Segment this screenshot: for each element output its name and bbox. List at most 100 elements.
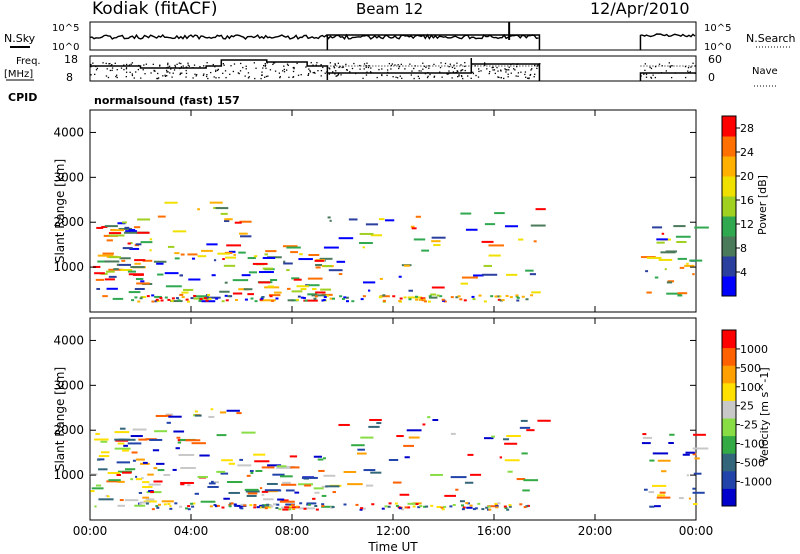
- range-cell: [156, 462, 165, 465]
- freq-dot: [329, 62, 332, 64]
- freq-dot: [413, 67, 415, 70]
- range-cell: [134, 296, 138, 299]
- freq-dot: [409, 63, 411, 65]
- range-cell: [261, 466, 275, 469]
- range-cell: [261, 505, 265, 508]
- range-cell: [411, 227, 417, 230]
- velocity-colorbar-label: Velocity [m s^-1]: [758, 367, 771, 462]
- range-cell: [338, 423, 350, 426]
- range-cell: [128, 229, 136, 232]
- range-cell: [323, 265, 332, 268]
- range-cell: [345, 300, 349, 303]
- freq-dot: [366, 71, 368, 73]
- freq-dot: [478, 70, 480, 73]
- freq-dot: [182, 67, 185, 69]
- range-cell: [422, 423, 426, 426]
- freq-dot: [274, 70, 277, 72]
- freq-dot: [133, 77, 135, 79]
- range-cell: [159, 296, 163, 299]
- range-cell: [255, 469, 263, 472]
- colorbar-tick-label: 1000: [740, 343, 768, 356]
- range-cell: [428, 296, 438, 299]
- range-cell: [114, 431, 130, 434]
- range-cell: [105, 494, 108, 497]
- freq-dot: [125, 68, 128, 70]
- freq-dot: [192, 67, 194, 69]
- freq-dot: [116, 76, 118, 79]
- range-cell: [656, 241, 665, 244]
- range-cell: [327, 216, 331, 219]
- range-cell: [332, 491, 336, 494]
- range-cell: [441, 508, 445, 511]
- range-cell: [443, 300, 447, 303]
- range-cell: [179, 293, 184, 296]
- range-cell: [227, 295, 231, 298]
- freq-dot: [692, 62, 694, 64]
- freq-dot: [229, 73, 231, 76]
- range-cell: [128, 291, 141, 294]
- range-cell: [286, 269, 290, 272]
- freq-dot: [452, 71, 455, 73]
- range-cell: [92, 265, 101, 268]
- range-cell: [694, 226, 709, 229]
- range-cell: [243, 504, 247, 507]
- range-cell: [179, 274, 183, 277]
- range-cell: [192, 502, 196, 505]
- range-cell: [404, 456, 410, 459]
- freq-dot: [418, 70, 420, 72]
- range-cell: [275, 297, 279, 300]
- freq-dot: [159, 65, 161, 67]
- range-cell: [209, 505, 213, 508]
- range-cell: [104, 278, 115, 281]
- freq-dot: [167, 66, 169, 68]
- freq-dot: [185, 69, 187, 72]
- colorbar-swatch: [722, 453, 736, 472]
- freq-dot: [212, 63, 214, 66]
- range-cell: [181, 291, 189, 294]
- freq-dot: [453, 64, 455, 66]
- freq-dot: [102, 62, 104, 64]
- colorbar-swatch: [722, 488, 736, 507]
- range-cell: [497, 298, 501, 301]
- range-cell: [407, 506, 411, 509]
- freq-dot: [341, 66, 343, 69]
- range-cell: [407, 502, 418, 505]
- colorbar-swatch: [722, 470, 736, 489]
- range-cell: [330, 506, 334, 509]
- range-cell: [100, 440, 108, 443]
- freq-dot: [367, 66, 370, 69]
- colorbar-swatch: [722, 176, 736, 197]
- range-cell: [360, 298, 364, 301]
- freq-dot: [336, 75, 338, 77]
- range-cell: [408, 436, 420, 439]
- freq-dot: [156, 77, 158, 80]
- range-cell: [275, 507, 279, 510]
- colorbar-swatch: [722, 116, 736, 137]
- freq-dot: [669, 66, 671, 68]
- freq-dot: [448, 70, 450, 72]
- range-cell: [652, 452, 669, 455]
- range-cell: [139, 502, 143, 505]
- freq-dot: [427, 71, 429, 74]
- freq-dot: [179, 67, 181, 70]
- freq-dot: [214, 66, 216, 68]
- colorbar-swatch: [722, 400, 736, 419]
- range-cell: [187, 253, 198, 256]
- freq-dot: [334, 73, 336, 75]
- freq-dot: [185, 76, 187, 78]
- range-cell: [299, 502, 303, 505]
- range-cell: [117, 222, 126, 225]
- range-cell: [160, 299, 164, 302]
- freq-dot: [272, 62, 275, 64]
- range-cell: [225, 299, 229, 302]
- colorbar-frame: [721, 329, 737, 507]
- freq-dot: [640, 75, 642, 77]
- range-cell: [315, 264, 323, 267]
- range-cell: [276, 465, 287, 468]
- range-cell: [465, 502, 469, 505]
- freq-dot: [157, 77, 160, 79]
- freq-dot: [426, 76, 429, 79]
- freq-dot: [239, 70, 242, 72]
- freq-dot: [524, 71, 527, 73]
